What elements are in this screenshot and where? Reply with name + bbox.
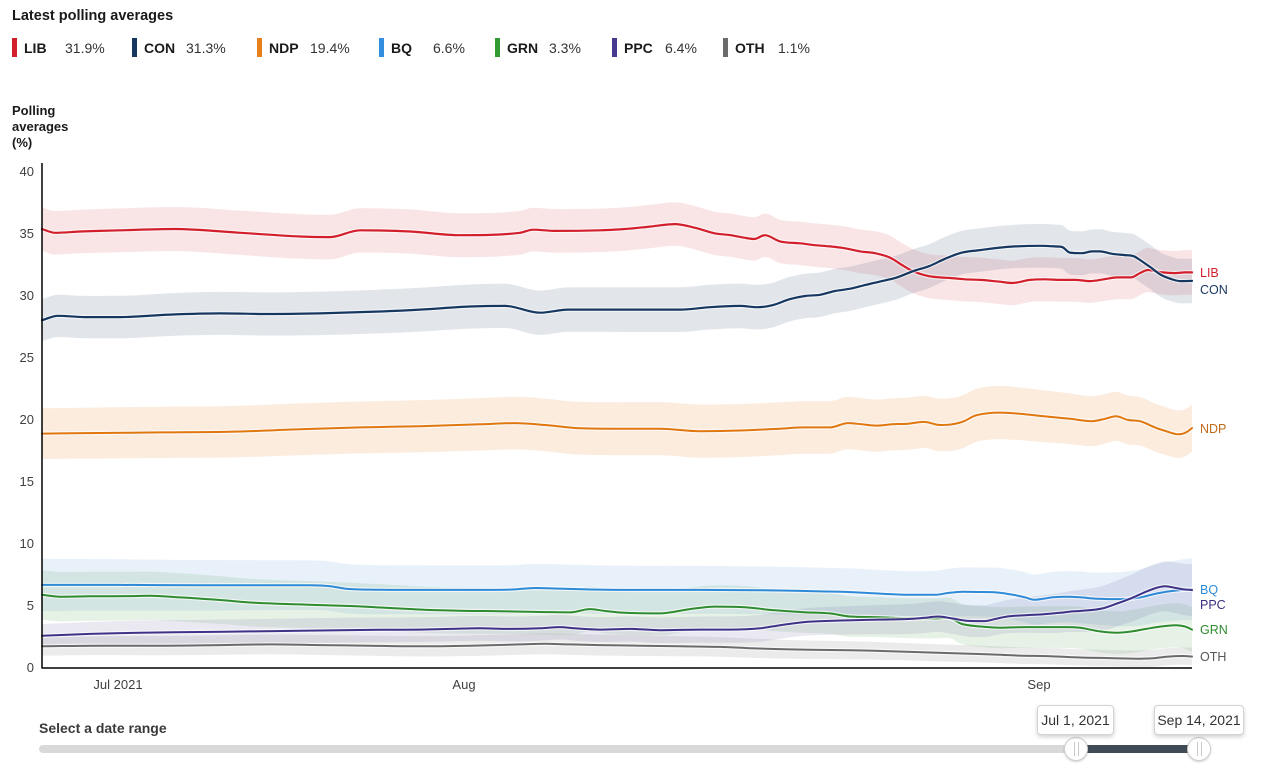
svg-text:PPC: PPC	[1200, 598, 1226, 612]
svg-text:25: 25	[20, 350, 34, 365]
svg-text:35: 35	[20, 226, 34, 241]
svg-text:CON: CON	[1200, 283, 1228, 297]
svg-text:10: 10	[20, 536, 34, 551]
svg-text:LIB: LIB	[1200, 266, 1219, 280]
svg-text:0: 0	[27, 660, 34, 675]
svg-text:GRN: GRN	[1200, 623, 1228, 637]
svg-text:Sep: Sep	[1027, 677, 1050, 692]
svg-text:30: 30	[20, 288, 34, 303]
svg-text:5: 5	[27, 598, 34, 613]
svg-text:Jul 2021: Jul 2021	[93, 677, 142, 692]
svg-text:BQ: BQ	[1200, 583, 1218, 597]
svg-text:Aug: Aug	[452, 677, 475, 692]
svg-text:OTH: OTH	[1200, 650, 1226, 664]
svg-text:15: 15	[20, 474, 34, 489]
svg-text:40: 40	[20, 164, 34, 179]
svg-text:NDP: NDP	[1200, 422, 1226, 436]
svg-text:20: 20	[20, 412, 34, 427]
